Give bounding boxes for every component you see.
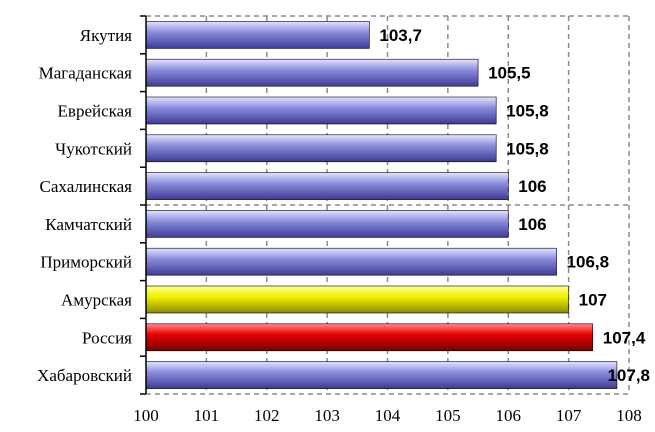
category-label: Хабаровский	[37, 366, 132, 385]
category-label: Сахалинская	[40, 177, 133, 196]
data-label: 107,4	[603, 328, 646, 347]
category-label: Амурская	[61, 291, 132, 310]
category-label: Приморский	[40, 253, 132, 272]
bar	[145, 247, 557, 276]
x-tick-label: 105	[435, 406, 461, 425]
data-label: 107	[579, 291, 607, 310]
category-label: Чукотский	[55, 139, 132, 158]
x-tick-label: 100	[133, 406, 159, 425]
data-label: 106	[518, 177, 546, 196]
bar	[145, 323, 594, 352]
x-tick-label: 102	[254, 406, 280, 425]
bar	[145, 172, 509, 200]
bars	[145, 21, 618, 389]
x-tick-label: 108	[616, 406, 642, 425]
axes	[140, 15, 147, 395]
bar	[145, 96, 497, 125]
x-tick-label: 107	[556, 406, 582, 425]
category-label: Еврейская	[58, 102, 133, 121]
bar	[145, 285, 569, 314]
data-label: 105,5	[488, 64, 531, 83]
data-label: 105,8	[506, 102, 549, 121]
data-label: 106	[518, 215, 546, 234]
category-label: Магаданская	[39, 64, 133, 83]
x-tick-label: 103	[314, 406, 340, 425]
bar	[145, 361, 618, 389]
x-tick-label: 101	[194, 406, 220, 425]
data-label: 103,7	[379, 26, 422, 45]
data-label: 105,8	[506, 139, 549, 158]
bar	[145, 58, 479, 87]
bar	[145, 21, 370, 49]
bar	[145, 210, 509, 238]
x-tick-label: 104	[375, 406, 401, 425]
labels: Якутия 103,7 Магаданская 105,5 Еврейская 105,…	[37, 26, 650, 425]
x-tick-label: 106	[496, 406, 522, 425]
category-label: Якутия	[80, 26, 132, 45]
category-label: Камчатский	[45, 215, 132, 234]
category-label: Россия	[82, 328, 132, 347]
data-label: 107,8	[607, 366, 650, 385]
data-label: 106,8	[567, 253, 610, 272]
bar	[145, 134, 497, 163]
